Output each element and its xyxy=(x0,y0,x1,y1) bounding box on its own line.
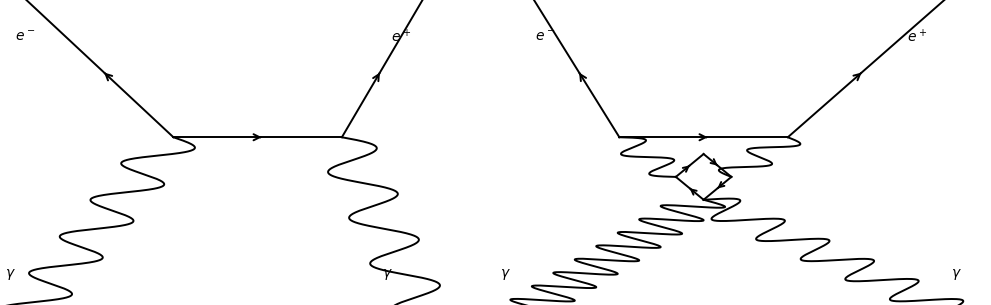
Text: $\gamma$: $\gamma$ xyxy=(5,267,16,282)
Text: $\gamma$: $\gamma$ xyxy=(382,267,392,282)
Text: $e^+$: $e^+$ xyxy=(391,28,411,45)
Text: $e^-$: $e^-$ xyxy=(15,30,35,44)
Text: $e^+$: $e^+$ xyxy=(907,28,927,45)
Text: $\gamma$: $\gamma$ xyxy=(951,267,962,282)
Text: $\gamma$: $\gamma$ xyxy=(500,267,511,282)
Text: $e^-$: $e^-$ xyxy=(535,30,555,44)
